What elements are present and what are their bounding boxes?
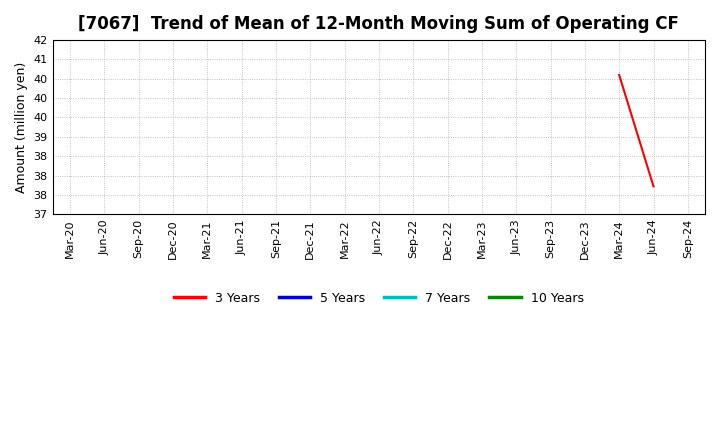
Legend: 3 Years, 5 Years, 7 Years, 10 Years: 3 Years, 5 Years, 7 Years, 10 Years: [169, 286, 588, 310]
Title: [7067]  Trend of Mean of 12-Month Moving Sum of Operating CF: [7067] Trend of Mean of 12-Month Moving …: [78, 15, 679, 33]
Y-axis label: Amount (million yen): Amount (million yen): [15, 62, 28, 193]
